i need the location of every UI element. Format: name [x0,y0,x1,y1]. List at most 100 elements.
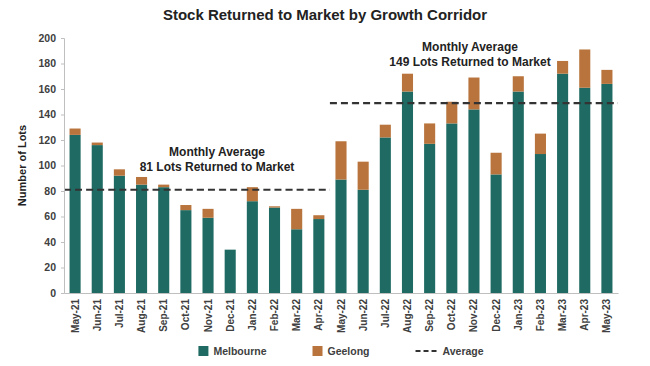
bar [335,180,346,293]
tick: May-22 [336,299,347,333]
tick: Feb-23 [535,299,546,332]
bar [92,143,103,146]
average-line [574,102,596,104]
bar [136,177,147,185]
x-axis: May-21Jun-21Jul-21Aug-21Sep-21Oct-21Nov-… [65,294,619,333]
tick-label: 200 [38,32,56,44]
title: Stock Returned to Market by Growth Corri… [163,6,487,23]
tick: Jan-23 [513,299,524,331]
tick: Nov-22 [468,299,479,333]
legend-swatch [198,346,208,356]
tick-mark [61,115,64,116]
bar [180,205,191,210]
average-line [419,102,441,104]
tick: Nov-21 [203,299,214,333]
tick-mark [61,268,64,269]
tick-label: 40 [44,236,56,248]
average-line [529,102,551,104]
tick: 160 [38,83,64,95]
tick-label: Feb-22 [269,299,280,332]
legend: MelbourneGeelongAverage [198,345,483,357]
tick: Jun-21 [92,299,103,332]
average-line [485,102,507,104]
bar [114,169,125,175]
average-line [219,189,241,191]
tick-label: 180 [38,57,56,69]
tick: Jul-22 [380,299,391,328]
bar [380,137,391,293]
tick-label: Jun-21 [92,299,103,332]
average-line [441,102,463,104]
tick-label: Sep-21 [158,299,169,332]
legend-item: Melbourne [198,345,266,357]
bar [203,209,214,218]
tick: Sep-22 [424,299,435,332]
bar [468,109,479,293]
tick: Oct-21 [180,299,191,331]
tick-label: Jun-22 [358,299,369,332]
bar [70,135,81,293]
tick: May-23 [601,299,612,333]
y-axis-title: Number of Lots [16,125,28,206]
chart: Stock Returned to Market by Growth Corri… [0,0,650,366]
bar [446,102,457,124]
bar [313,219,324,293]
bar [402,74,413,92]
bar [491,174,502,293]
bar [424,144,435,293]
bar [247,201,258,293]
tick: Jul-21 [114,299,125,328]
average-line [552,102,574,104]
bar-series [70,74,613,293]
tick-mark [61,89,64,90]
bar [180,210,191,293]
tick: Dec-22 [491,299,502,332]
tick-mark [61,140,64,141]
bar [446,123,457,293]
tick-label: 80 [44,185,56,197]
tick: 120 [38,134,64,146]
tick: 40 [44,236,64,248]
tick: 0 [50,287,64,299]
tick: 180 [38,57,64,69]
tick-mark [61,191,64,192]
tick-label: Feb-23 [535,299,546,332]
y-axis: 020406080100120140160180200 [38,32,64,299]
average-line [241,189,263,191]
tick-label: Dec-21 [225,299,236,332]
bar [601,84,612,293]
bar [291,229,302,293]
legend-swatch [416,350,438,352]
tick-label: Oct-22 [446,299,457,331]
tick-label: Jan-22 [247,299,258,331]
bar [225,250,236,293]
average-line [352,102,374,104]
tick-label: Mar-23 [557,299,568,332]
axis-line [65,293,619,294]
plot-area [64,49,618,293]
tick-label: Jul-22 [380,299,391,328]
average-line [286,189,308,191]
tick: Aug-22 [402,299,413,333]
tick: 20 [44,261,64,273]
average-line [197,189,219,191]
bar [291,209,302,229]
tick-label: 100 [38,159,56,171]
axis-line [61,39,65,294]
legend-swatch [313,346,323,356]
bar [203,218,214,293]
annotation: Monthly Average [169,145,265,159]
bar [424,123,435,143]
tick: May-21 [70,299,81,333]
legend-item: Geelong [313,345,370,357]
bar [358,162,369,190]
tick: Mar-22 [291,299,302,332]
tick: 140 [38,108,64,120]
tick-mark [61,242,64,243]
bar [513,92,524,293]
average-line [330,102,352,104]
tick-label: 140 [38,108,56,120]
tick: Dec-21 [225,299,236,332]
tick: Feb-22 [269,299,280,332]
tick-label: Nov-22 [468,299,479,333]
